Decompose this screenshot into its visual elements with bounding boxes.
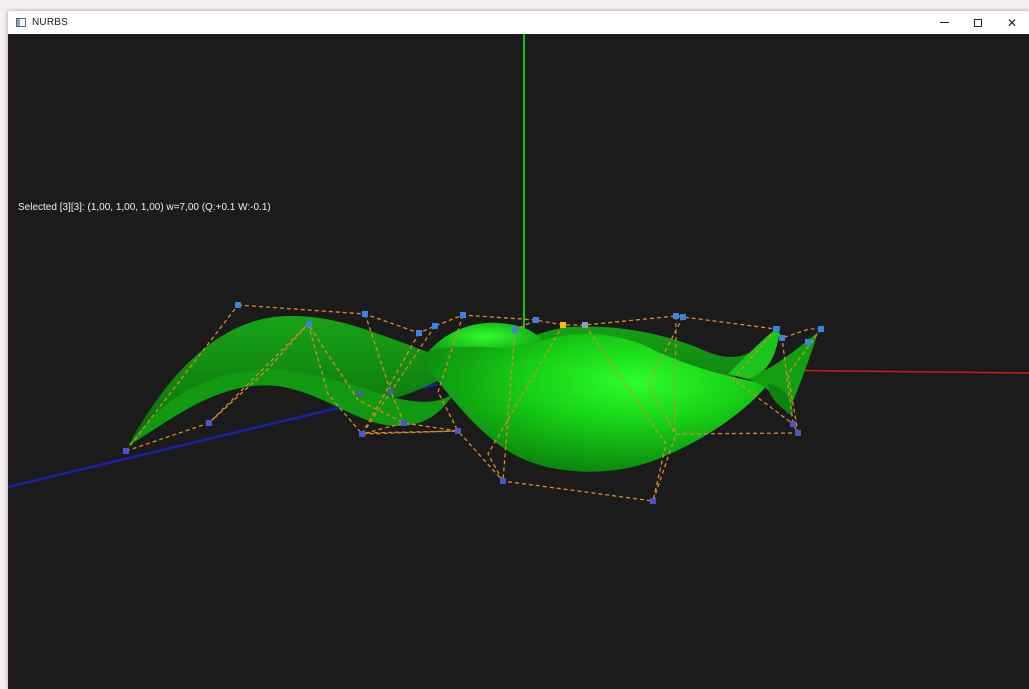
title-bar[interactable]: NURBS ✕ bbox=[8, 11, 1029, 35]
control-point[interactable] bbox=[680, 314, 686, 320]
control-point[interactable] bbox=[673, 313, 679, 319]
control-point[interactable] bbox=[235, 302, 241, 308]
selection-status-text: Selected [3][3]: (1,00, 1,00, 1,00) w=7,… bbox=[18, 202, 271, 213]
app-window-icon bbox=[16, 18, 26, 27]
control-point[interactable] bbox=[455, 428, 461, 434]
control-points[interactable] bbox=[123, 302, 824, 504]
control-point[interactable] bbox=[795, 430, 801, 436]
control-point[interactable] bbox=[401, 420, 407, 426]
control-point[interactable] bbox=[359, 431, 365, 437]
maximize-icon bbox=[974, 18, 982, 27]
control-point[interactable] bbox=[432, 323, 438, 329]
scene-canvas[interactable] bbox=[8, 34, 1029, 689]
control-point[interactable] bbox=[206, 420, 212, 426]
control-point[interactable] bbox=[790, 421, 796, 427]
control-point[interactable] bbox=[500, 478, 506, 484]
control-point[interactable] bbox=[773, 326, 779, 332]
control-point[interactable] bbox=[582, 322, 588, 328]
control-point[interactable] bbox=[416, 330, 422, 336]
minimize-button[interactable] bbox=[927, 11, 961, 34]
window-controls: ✕ bbox=[927, 11, 1029, 34]
control-point[interactable] bbox=[512, 327, 518, 333]
control-point[interactable] bbox=[123, 448, 129, 454]
control-point[interactable] bbox=[460, 312, 466, 318]
control-point[interactable] bbox=[388, 389, 393, 394]
window-title: NURBS bbox=[32, 17, 69, 28]
control-point[interactable] bbox=[779, 335, 785, 341]
gl-viewport[interactable]: Selected [3][3]: (1,00, 1,00, 1,00) w=7,… bbox=[8, 34, 1029, 689]
close-icon: ✕ bbox=[1006, 15, 1018, 30]
control-point[interactable] bbox=[650, 498, 656, 504]
control-point[interactable] bbox=[818, 326, 824, 332]
control-point[interactable] bbox=[357, 391, 362, 396]
nurbs-window: NURBS ✕ bbox=[8, 11, 1029, 689]
minimize-icon bbox=[939, 22, 949, 23]
nurbs-surface bbox=[128, 315, 818, 472]
control-point[interactable] bbox=[805, 339, 811, 345]
close-button[interactable]: ✕ bbox=[995, 11, 1029, 34]
control-point[interactable] bbox=[362, 311, 368, 317]
control-point[interactable] bbox=[306, 321, 312, 327]
maximize-button[interactable] bbox=[961, 11, 995, 34]
selected-control-point[interactable] bbox=[560, 322, 566, 328]
control-point[interactable] bbox=[533, 317, 539, 323]
